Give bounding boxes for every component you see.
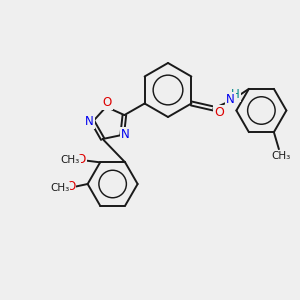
- Text: N: N: [121, 128, 130, 141]
- Text: O: O: [76, 153, 86, 166]
- Text: O: O: [214, 106, 224, 119]
- Text: N: N: [85, 115, 94, 128]
- Text: CH₃: CH₃: [271, 151, 290, 161]
- Text: O: O: [66, 181, 75, 194]
- Text: N: N: [226, 93, 235, 106]
- Text: CH₃: CH₃: [61, 155, 80, 165]
- Text: H: H: [231, 88, 240, 101]
- Text: O: O: [103, 96, 112, 110]
- Text: CH₃: CH₃: [50, 183, 69, 193]
